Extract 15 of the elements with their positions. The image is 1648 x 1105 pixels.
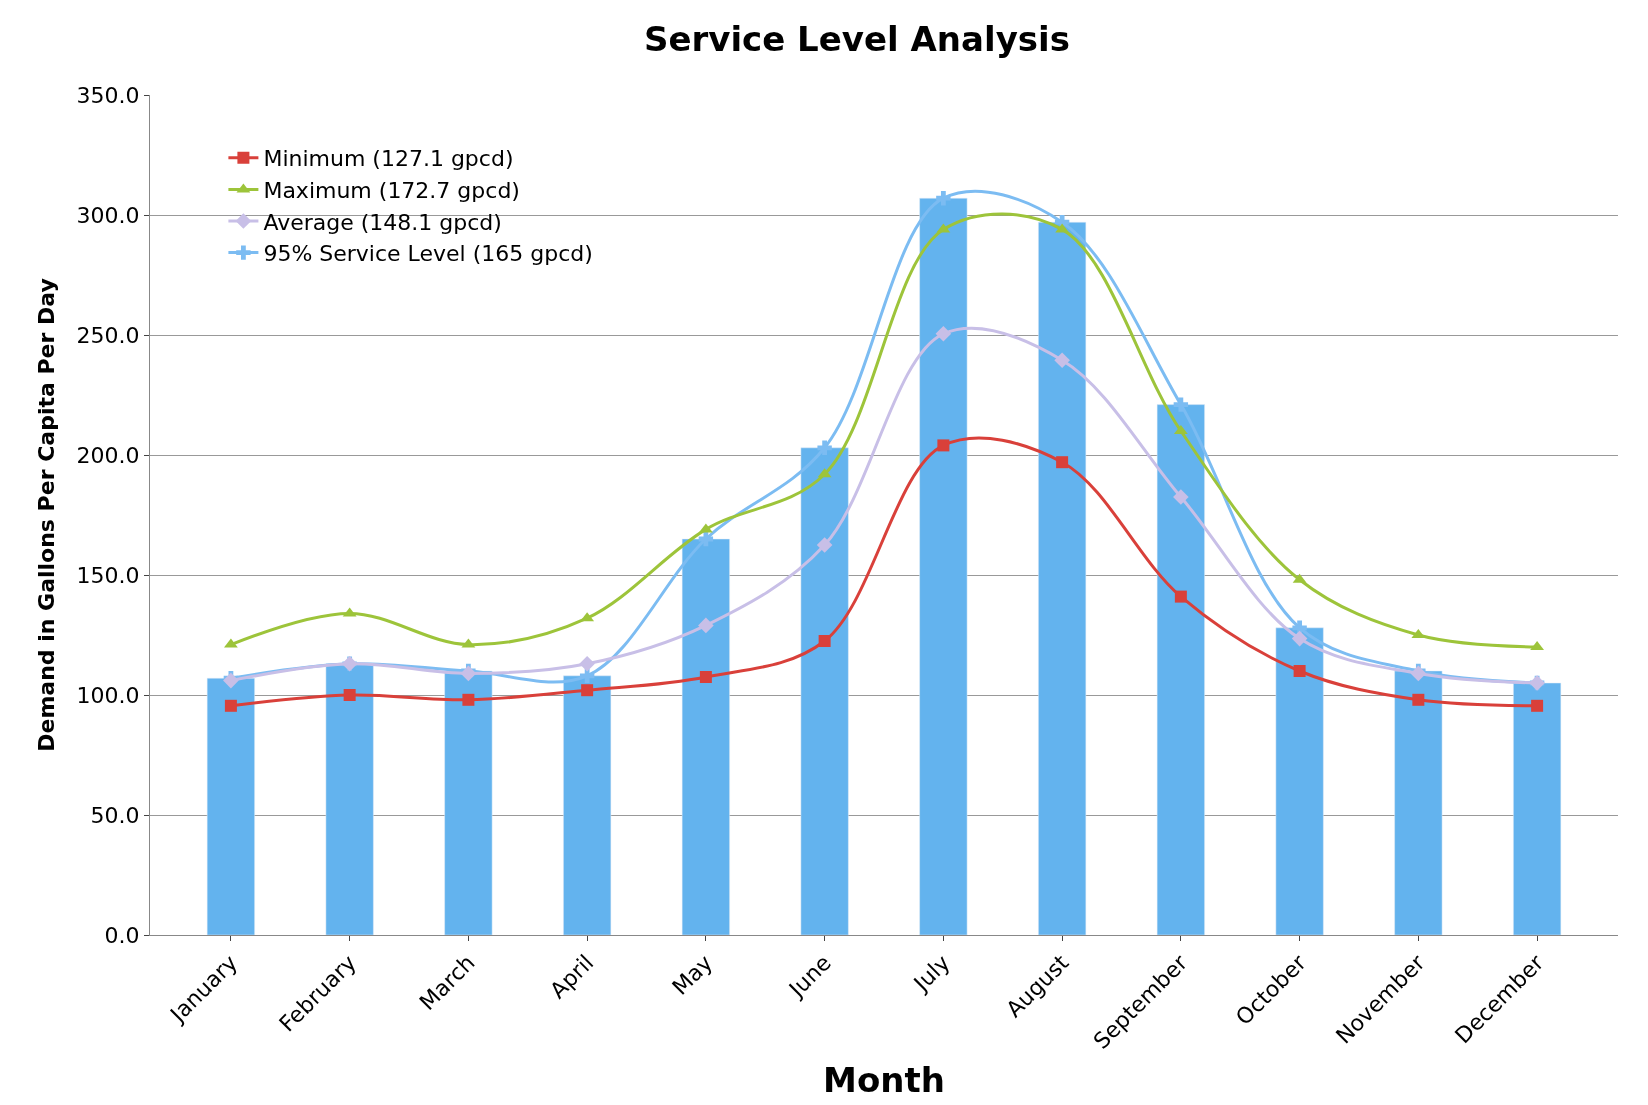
legend-label: Minimum (127.1 gpcd) [263, 146, 514, 172]
y-tick-label: 200.0 [76, 442, 140, 468]
y-tick-label: 250.0 [76, 322, 140, 348]
chart-title: Service Level Analysis [643, 19, 1070, 60]
x-axis-title: Month [823, 1060, 945, 1101]
legend-label: Average (148.1 gpcd) [263, 209, 502, 235]
y-tick-label: 300.0 [76, 202, 140, 228]
legend-label: 95% Service Level (165 gpcd) [263, 241, 593, 267]
y-tick-label: 50.0 [90, 802, 140, 828]
legend-label: Maximum (172.7 gpcd) [263, 177, 520, 203]
y-tick-label: 350.0 [76, 82, 140, 108]
y-tick-label: 150.0 [76, 562, 140, 588]
y-tick-label: 0.0 [104, 922, 140, 948]
y-axis-title: Demand in Gallons Per Capita Per Day [34, 278, 60, 752]
y-tick-label: 100.0 [76, 682, 140, 708]
